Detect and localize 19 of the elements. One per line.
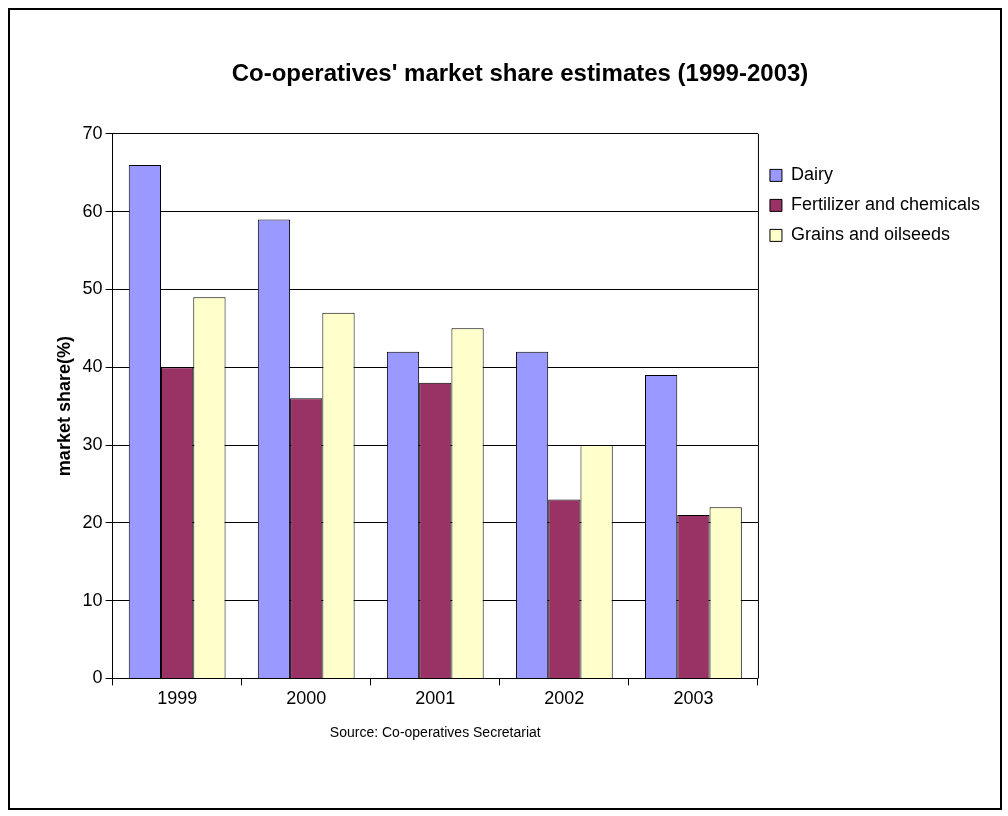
y-tick-label: 30 [82, 433, 103, 454]
y-tick-label: 50 [82, 278, 103, 299]
x-tick-label: 1999 [157, 688, 198, 709]
y-tick-label: 10 [82, 589, 103, 610]
y-tick-label: 20 [82, 511, 103, 532]
x-tick-label: 2000 [286, 688, 327, 709]
source-note: Source: Co-operatives Secretariat [329, 724, 541, 741]
x-tick-label: 2002 [544, 688, 585, 709]
legend-label: Grains and oilseeds [790, 224, 951, 245]
legend-label: Dairy [790, 164, 833, 185]
chart-title: Co-operatives' market share estimates (1999-2003) [231, 59, 809, 87]
y-tick-label: 40 [82, 356, 103, 377]
y-tick-label: 70 [82, 122, 103, 143]
y-tick-label: 60 [82, 200, 103, 221]
y-axis-title: market share(%) [53, 336, 74, 477]
legend-label: Fertilizer and chemicals [790, 194, 980, 215]
x-tick-label: 2001 [415, 688, 456, 709]
y-tick-label: 0 [92, 667, 103, 688]
x-tick-label: 2003 [673, 688, 714, 709]
